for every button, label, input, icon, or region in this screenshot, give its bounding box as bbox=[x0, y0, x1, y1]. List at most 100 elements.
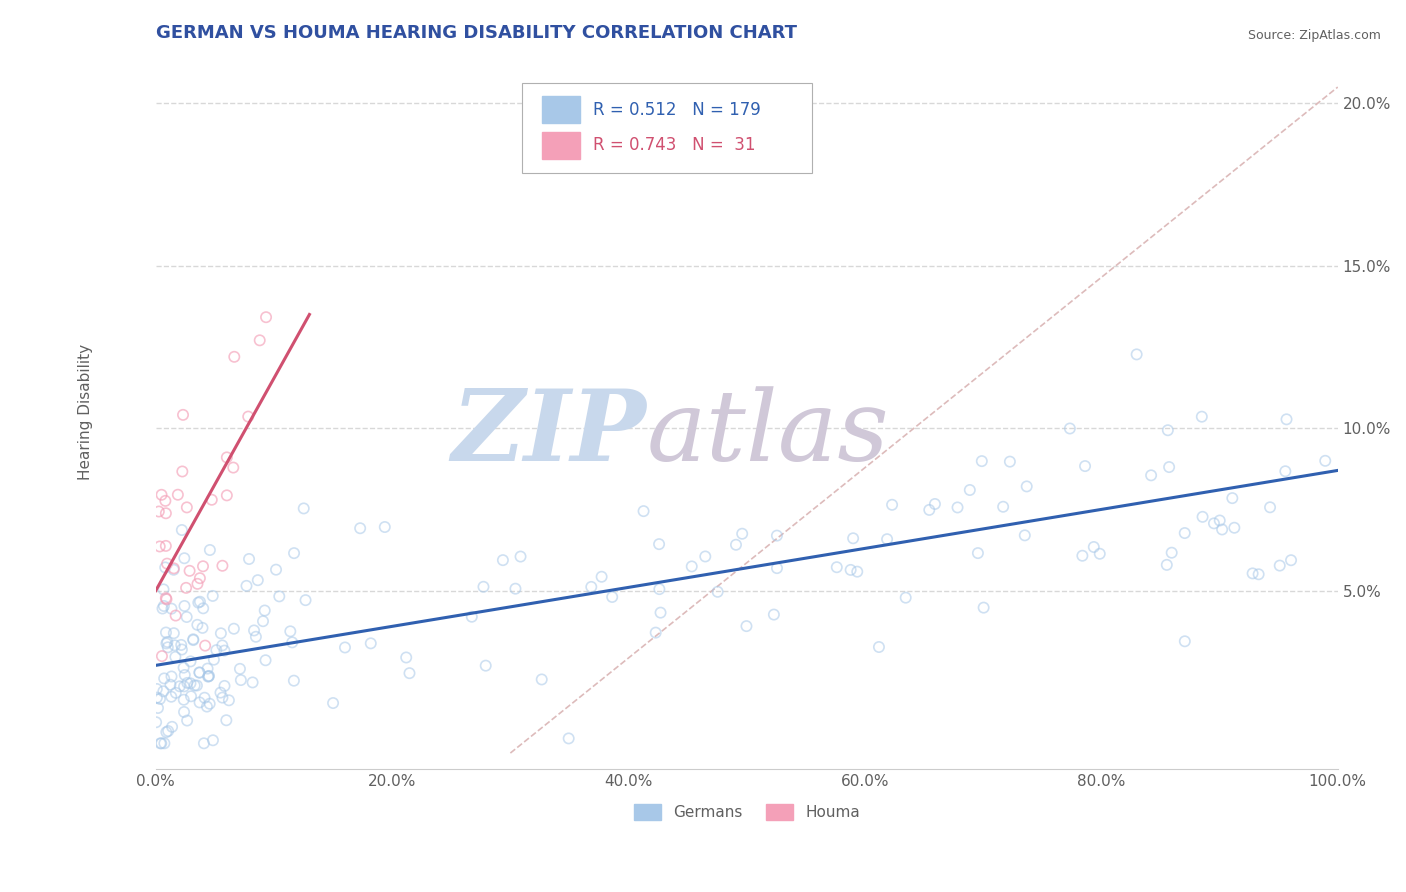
Point bbox=[188, 665, 211, 680]
Point bbox=[201, 589, 224, 603]
Point bbox=[163, 638, 186, 652]
Point bbox=[160, 601, 183, 615]
Point bbox=[165, 608, 187, 623]
Point bbox=[193, 736, 215, 750]
Point bbox=[181, 632, 204, 647]
Point bbox=[283, 673, 305, 688]
Point bbox=[152, 684, 174, 698]
Text: atlas: atlas bbox=[647, 385, 889, 481]
Point bbox=[153, 672, 176, 686]
Point bbox=[211, 690, 233, 705]
Point bbox=[253, 603, 276, 617]
Point bbox=[198, 543, 221, 558]
Point bbox=[188, 665, 211, 680]
Point bbox=[281, 635, 304, 649]
Point bbox=[149, 736, 172, 750]
Point bbox=[269, 590, 291, 604]
Point bbox=[1157, 423, 1180, 437]
Point bbox=[155, 625, 177, 640]
Point bbox=[880, 498, 903, 512]
Point bbox=[163, 563, 186, 577]
Point bbox=[202, 653, 225, 667]
Point bbox=[188, 595, 211, 609]
Point bbox=[1202, 516, 1225, 531]
Point bbox=[1156, 558, 1178, 572]
Text: R = 0.512   N = 179: R = 0.512 N = 179 bbox=[593, 101, 761, 119]
Point bbox=[1088, 547, 1111, 561]
Point bbox=[600, 590, 623, 604]
Point bbox=[322, 696, 344, 710]
Point bbox=[163, 626, 186, 640]
Point bbox=[169, 679, 191, 693]
Point bbox=[160, 669, 183, 683]
Point bbox=[1059, 421, 1081, 435]
Point bbox=[1015, 479, 1038, 493]
Point bbox=[214, 679, 236, 693]
Point bbox=[172, 465, 194, 479]
Point bbox=[155, 506, 177, 520]
Point bbox=[191, 621, 214, 635]
Point bbox=[205, 643, 228, 657]
Point bbox=[170, 642, 193, 657]
Point bbox=[215, 713, 238, 727]
Point bbox=[197, 669, 219, 683]
Point bbox=[180, 654, 202, 668]
Point bbox=[1159, 460, 1181, 475]
Point bbox=[198, 697, 221, 711]
Point bbox=[1083, 540, 1105, 554]
Point bbox=[172, 408, 194, 422]
Point bbox=[472, 580, 495, 594]
Point bbox=[1275, 412, 1298, 426]
Point bbox=[706, 584, 728, 599]
Bar bbox=[543, 132, 581, 159]
Point bbox=[876, 532, 898, 546]
Point bbox=[155, 591, 177, 605]
Point bbox=[188, 695, 211, 709]
Point bbox=[155, 725, 177, 739]
Point bbox=[581, 580, 603, 594]
Point bbox=[153, 599, 176, 613]
Point bbox=[245, 630, 267, 644]
Point bbox=[215, 450, 238, 465]
Point bbox=[173, 705, 195, 719]
Point bbox=[505, 582, 527, 596]
Point bbox=[591, 570, 613, 584]
Point bbox=[155, 539, 177, 553]
Point bbox=[509, 549, 531, 564]
Point bbox=[1315, 454, 1337, 468]
Point bbox=[194, 639, 217, 653]
Point bbox=[644, 625, 666, 640]
Point bbox=[991, 500, 1014, 514]
Point bbox=[186, 617, 208, 632]
Point bbox=[229, 662, 252, 676]
Point bbox=[186, 679, 208, 693]
Point bbox=[1223, 521, 1246, 535]
Point bbox=[349, 521, 371, 535]
Point bbox=[222, 460, 245, 475]
Point bbox=[165, 649, 187, 664]
Point bbox=[461, 609, 484, 624]
Point bbox=[766, 528, 789, 542]
Point bbox=[155, 592, 177, 607]
Point bbox=[762, 607, 785, 622]
Point bbox=[155, 636, 177, 650]
Point bbox=[294, 593, 316, 607]
Point bbox=[959, 483, 981, 497]
Point bbox=[145, 715, 167, 730]
Point bbox=[197, 662, 219, 676]
Point bbox=[170, 523, 193, 537]
Point bbox=[242, 675, 264, 690]
Point bbox=[1191, 509, 1213, 524]
Point bbox=[374, 520, 396, 534]
Point bbox=[160, 690, 183, 704]
Point bbox=[146, 701, 169, 715]
Point bbox=[735, 619, 758, 633]
Point bbox=[249, 334, 271, 348]
Text: Source: ZipAtlas.com: Source: ZipAtlas.com bbox=[1247, 29, 1381, 42]
Point bbox=[174, 581, 197, 595]
Point bbox=[278, 624, 301, 639]
Point bbox=[967, 546, 990, 560]
Point bbox=[193, 690, 215, 705]
Point bbox=[1220, 491, 1243, 505]
Point bbox=[224, 350, 246, 364]
